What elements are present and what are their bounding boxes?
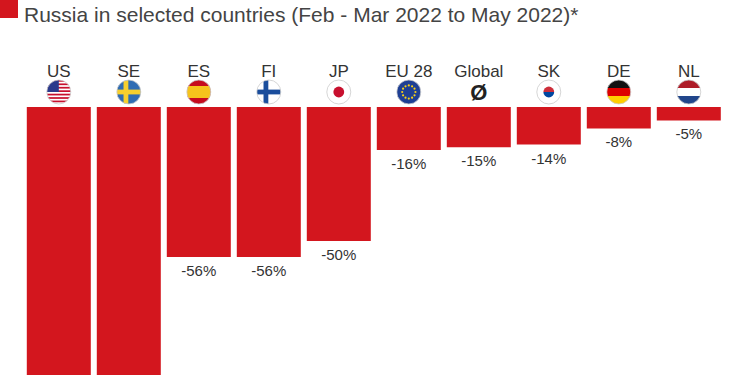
svg-text:-16%: -16% xyxy=(391,155,426,172)
svg-text:SK: SK xyxy=(537,62,560,81)
svg-text:-14%: -14% xyxy=(531,150,566,167)
svg-text:-56%: -56% xyxy=(181,262,216,279)
svg-text:Global: Global xyxy=(454,62,503,81)
svg-text:-50%: -50% xyxy=(321,246,356,263)
svg-text:US: US xyxy=(47,62,71,81)
svg-text:-8%: -8% xyxy=(605,133,632,150)
svg-text:-56%: -56% xyxy=(251,262,286,279)
svg-text:Ø: Ø xyxy=(470,80,487,105)
svg-text:EU 28: EU 28 xyxy=(385,62,432,81)
svg-text:Russia in selected countries (: Russia in selected countries (Feb - Mar … xyxy=(24,3,578,26)
svg-text:ES: ES xyxy=(187,62,210,81)
svg-text:SE: SE xyxy=(117,62,140,81)
svg-text:NL: NL xyxy=(678,62,700,81)
svg-text:FI: FI xyxy=(261,62,276,81)
svg-text:-15%: -15% xyxy=(461,152,496,169)
svg-text:DE: DE xyxy=(607,62,631,81)
svg-text:-5%: -5% xyxy=(675,125,702,142)
svg-text:JP: JP xyxy=(329,62,349,81)
